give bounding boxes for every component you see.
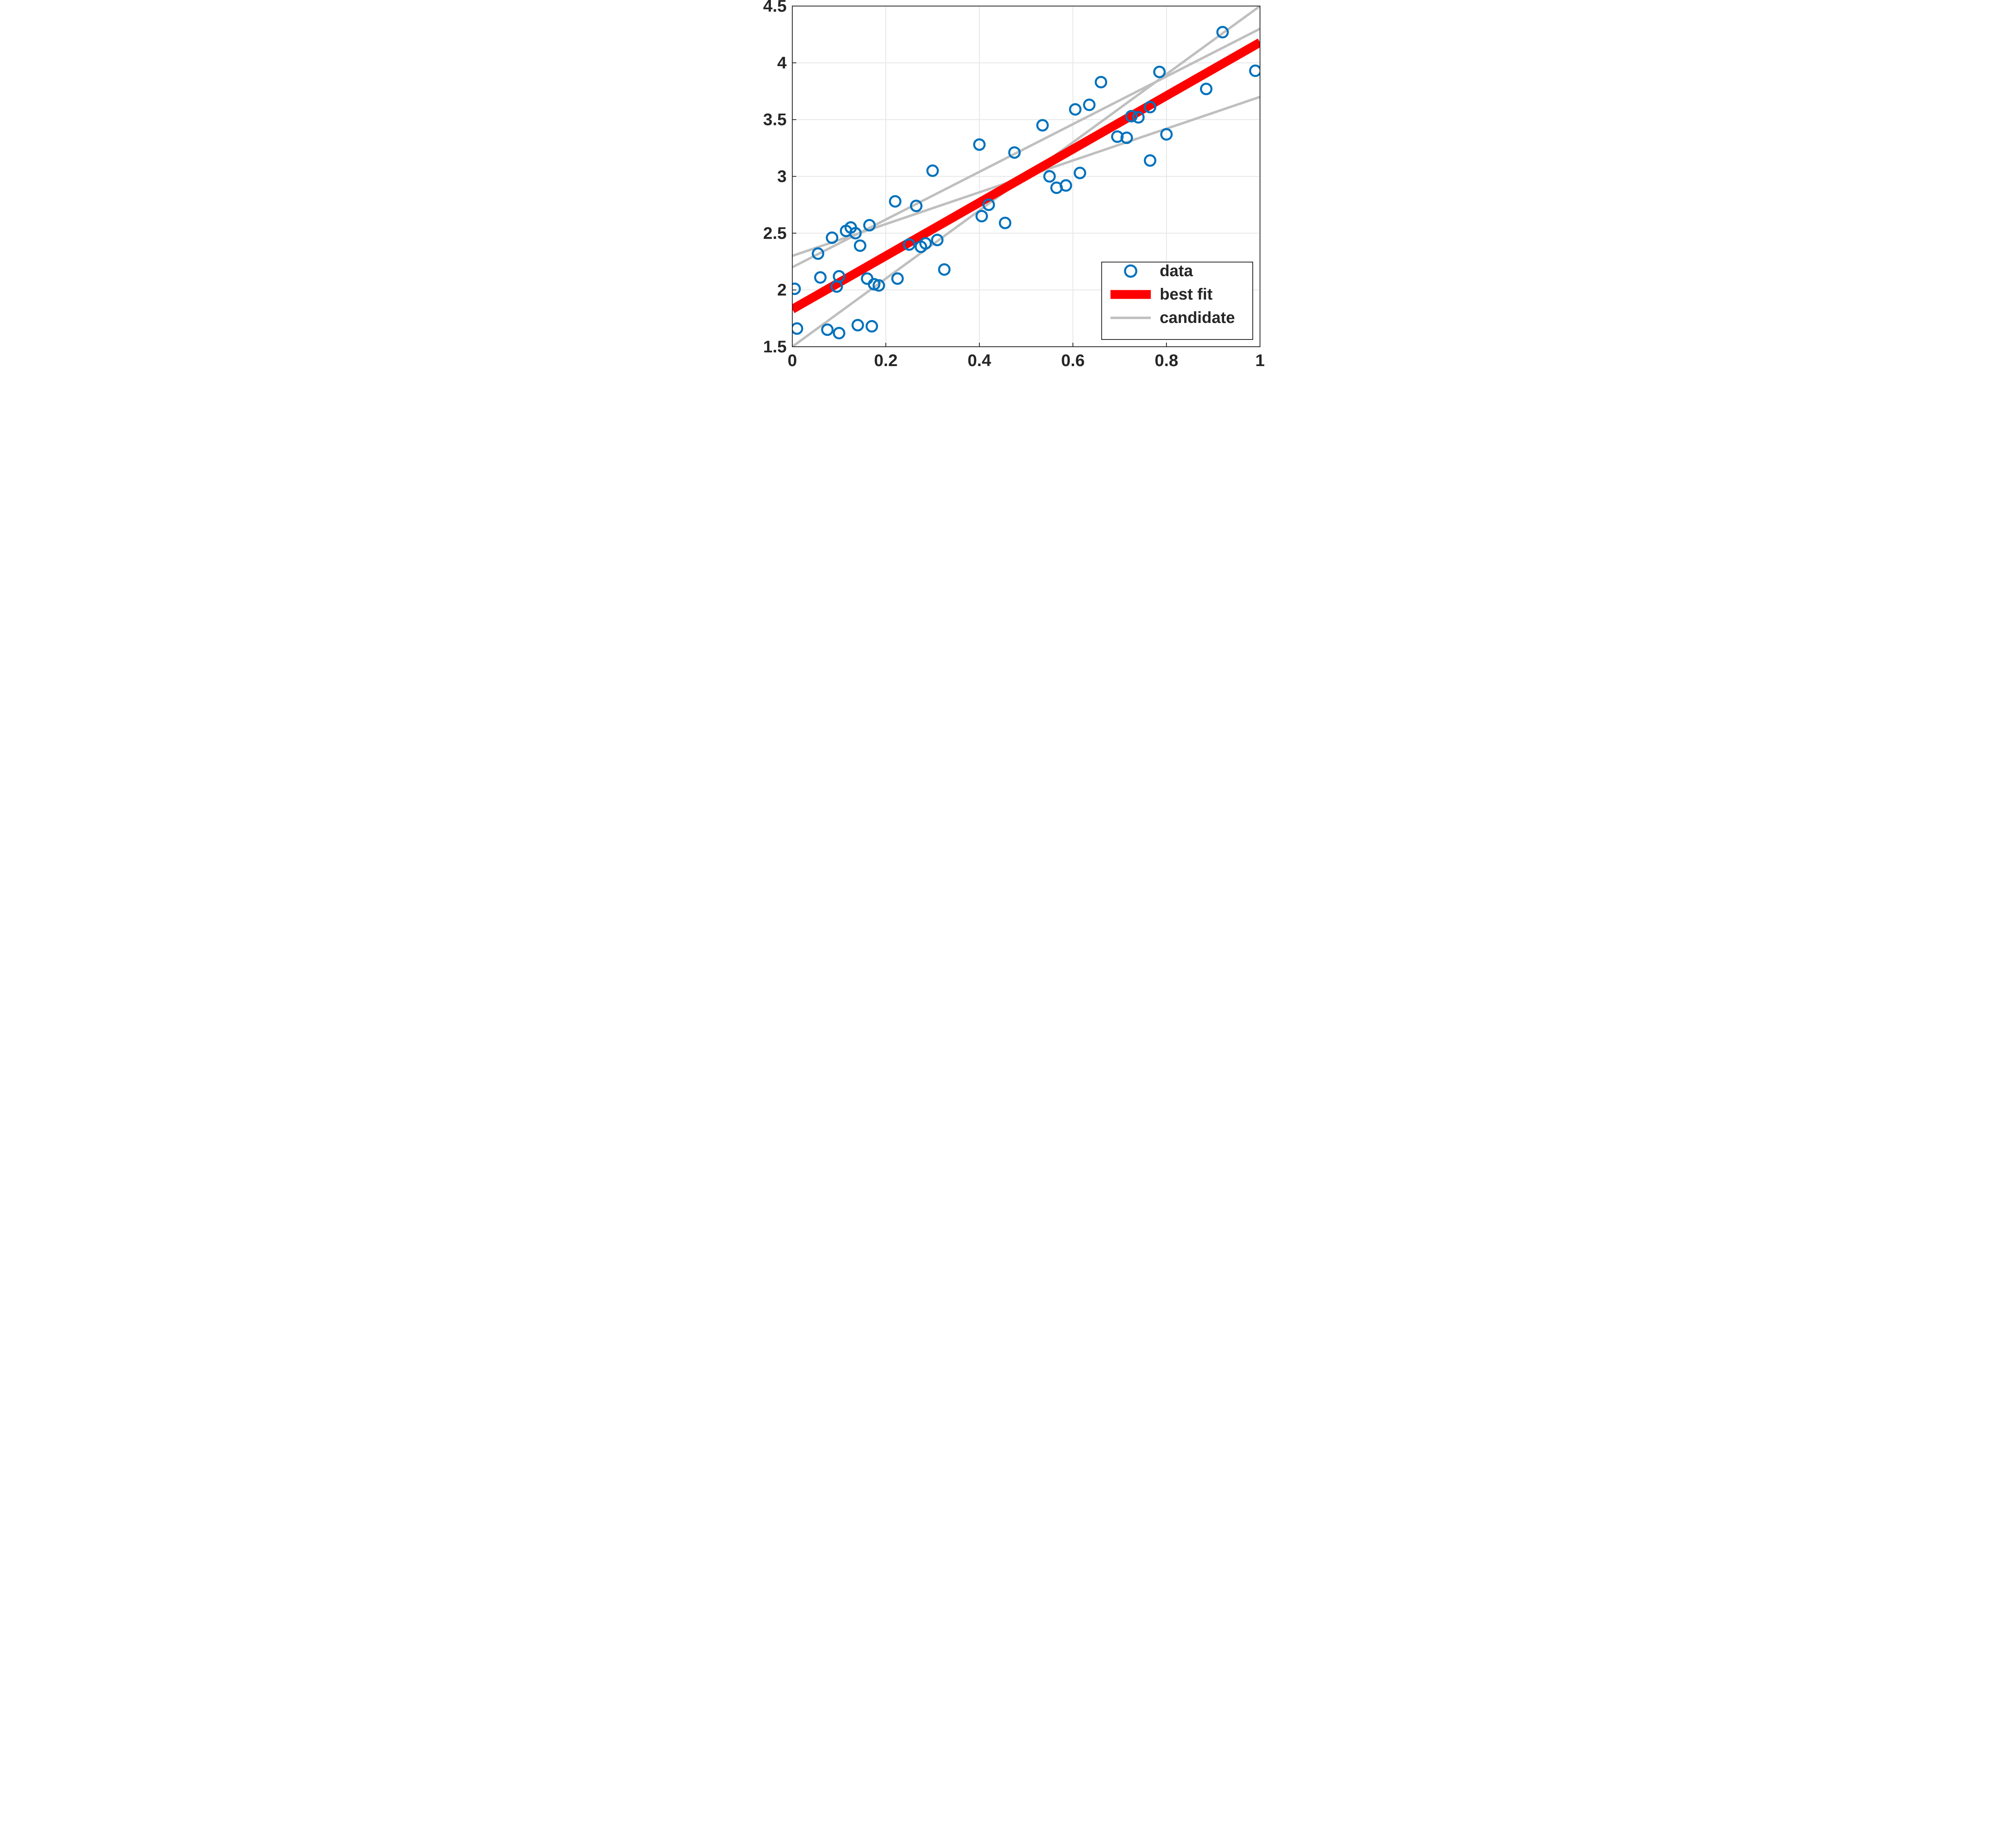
scatter-fit-chart: 0 0.2 0.4 0.6 0.8 1 1.5 2 2.5 3 3.5 4 4.5 data best fi… — [750, 0, 1266, 371]
x-tick-label: 0.2 — [874, 351, 898, 370]
legend-label: best fit — [1160, 285, 1212, 303]
x-tick-label: 1 — [1255, 351, 1264, 370]
x-tick-label: 0.4 — [968, 351, 991, 370]
legend-label: candidate — [1160, 309, 1235, 327]
x-tick-label: 0.8 — [1155, 351, 1178, 370]
legend: data best fit candidate — [1102, 262, 1253, 339]
legend-label: data — [1160, 262, 1193, 280]
y-tick-label: 2 — [777, 280, 787, 299]
y-tick-label: 3.5 — [763, 110, 787, 129]
x-tick-label: 0.6 — [1061, 351, 1085, 370]
y-tick-label: 3 — [777, 167, 787, 186]
y-tick-label: 1.5 — [763, 337, 787, 356]
y-tick-label: 4.5 — [763, 0, 787, 15]
y-tick-label: 2.5 — [763, 223, 787, 242]
y-tick-label: 4 — [777, 53, 787, 72]
chart-container: 0 0.2 0.4 0.6 0.8 1 1.5 2 2.5 3 3.5 4 4.5 data best fi… — [750, 0, 1266, 371]
x-tick-label: 0 — [787, 351, 797, 370]
